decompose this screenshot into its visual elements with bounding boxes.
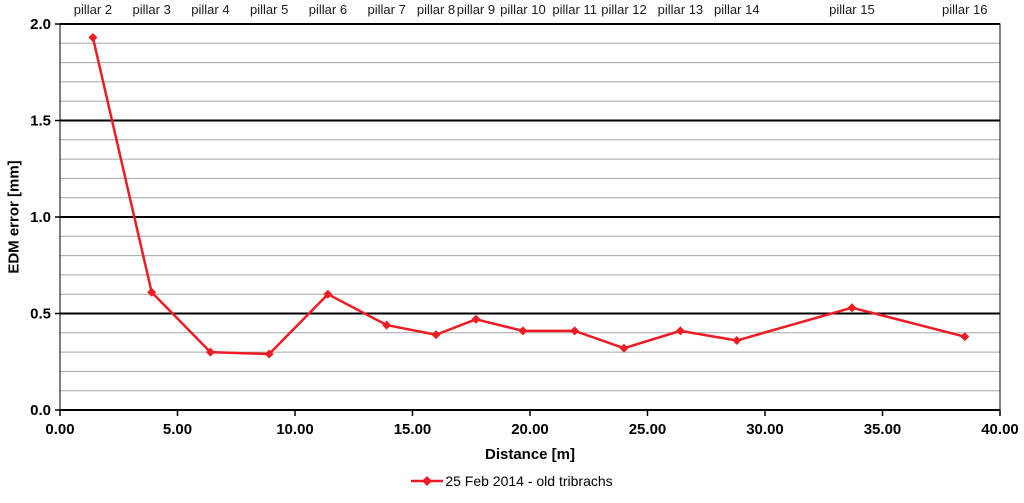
pillar-label: pillar 7 [368,2,406,17]
data-point-marker [382,320,392,330]
data-point-marker [431,330,441,340]
legend-line-diamond-icon [411,476,444,486]
legend-diamond [422,476,433,486]
x-tick-label: 35.00 [864,421,902,438]
pillar-label: pillar 15 [829,2,875,17]
data-point-marker [619,343,629,353]
legend: 25 Feb 2014 - old tribrachs [0,473,1024,489]
data-point-marker [732,336,742,346]
pillar-label: pillar 6 [309,2,347,17]
data-point-marker [471,314,481,324]
y-tick-label: 0.0 [30,402,51,419]
data-point-marker [570,326,580,336]
legend-label: 25 Feb 2014 - old tribrachs [445,473,613,489]
pillar-label: pillar 12 [601,2,647,17]
data-point-marker [518,326,528,336]
x-tick-label: 40.00 [981,421,1019,438]
data-point-marker [147,287,157,297]
x-tick-label: 15.00 [394,421,432,438]
x-tick-label: 0.00 [45,421,74,438]
x-tick-label: 5.00 [163,421,192,438]
pillar-label: pillar 2 [74,2,112,17]
data-point-marker [323,289,333,299]
data-point-marker [960,332,970,342]
data-point-marker [847,303,857,313]
pillar-label: pillar 9 [457,2,495,17]
pillar-label: pillar 11 [552,2,597,17]
pillar-label: pillar 8 [417,2,455,17]
data-point-marker [205,347,215,357]
data-point-marker [88,33,98,43]
pillar-label: pillar 4 [191,2,229,17]
x-tick-label: 10.00 [276,421,314,438]
x-tick-label: 30.00 [746,421,784,438]
x-tick-label: 20.00 [511,421,549,438]
y-tick-label: 0.5 [30,306,51,323]
pillar-label: pillar 16 [942,2,988,17]
pillar-label: pillar 3 [133,2,171,17]
y-tick-label: 1.0 [30,209,51,226]
pillar-label: pillar 13 [658,2,704,17]
y-tick-label: 2.0 [30,16,51,33]
pillar-label: pillar 5 [250,2,288,17]
series-line [91,36,966,356]
pillar-label: pillar 14 [714,2,760,17]
x-tick-label: 25.00 [629,421,667,438]
data-point-marker [264,349,274,359]
pillar-label: pillar 10 [500,2,546,17]
data-point-marker [675,326,685,336]
x-axis-title: Distance [m] [484,446,576,463]
y-tick-label: 1.5 [30,113,51,130]
